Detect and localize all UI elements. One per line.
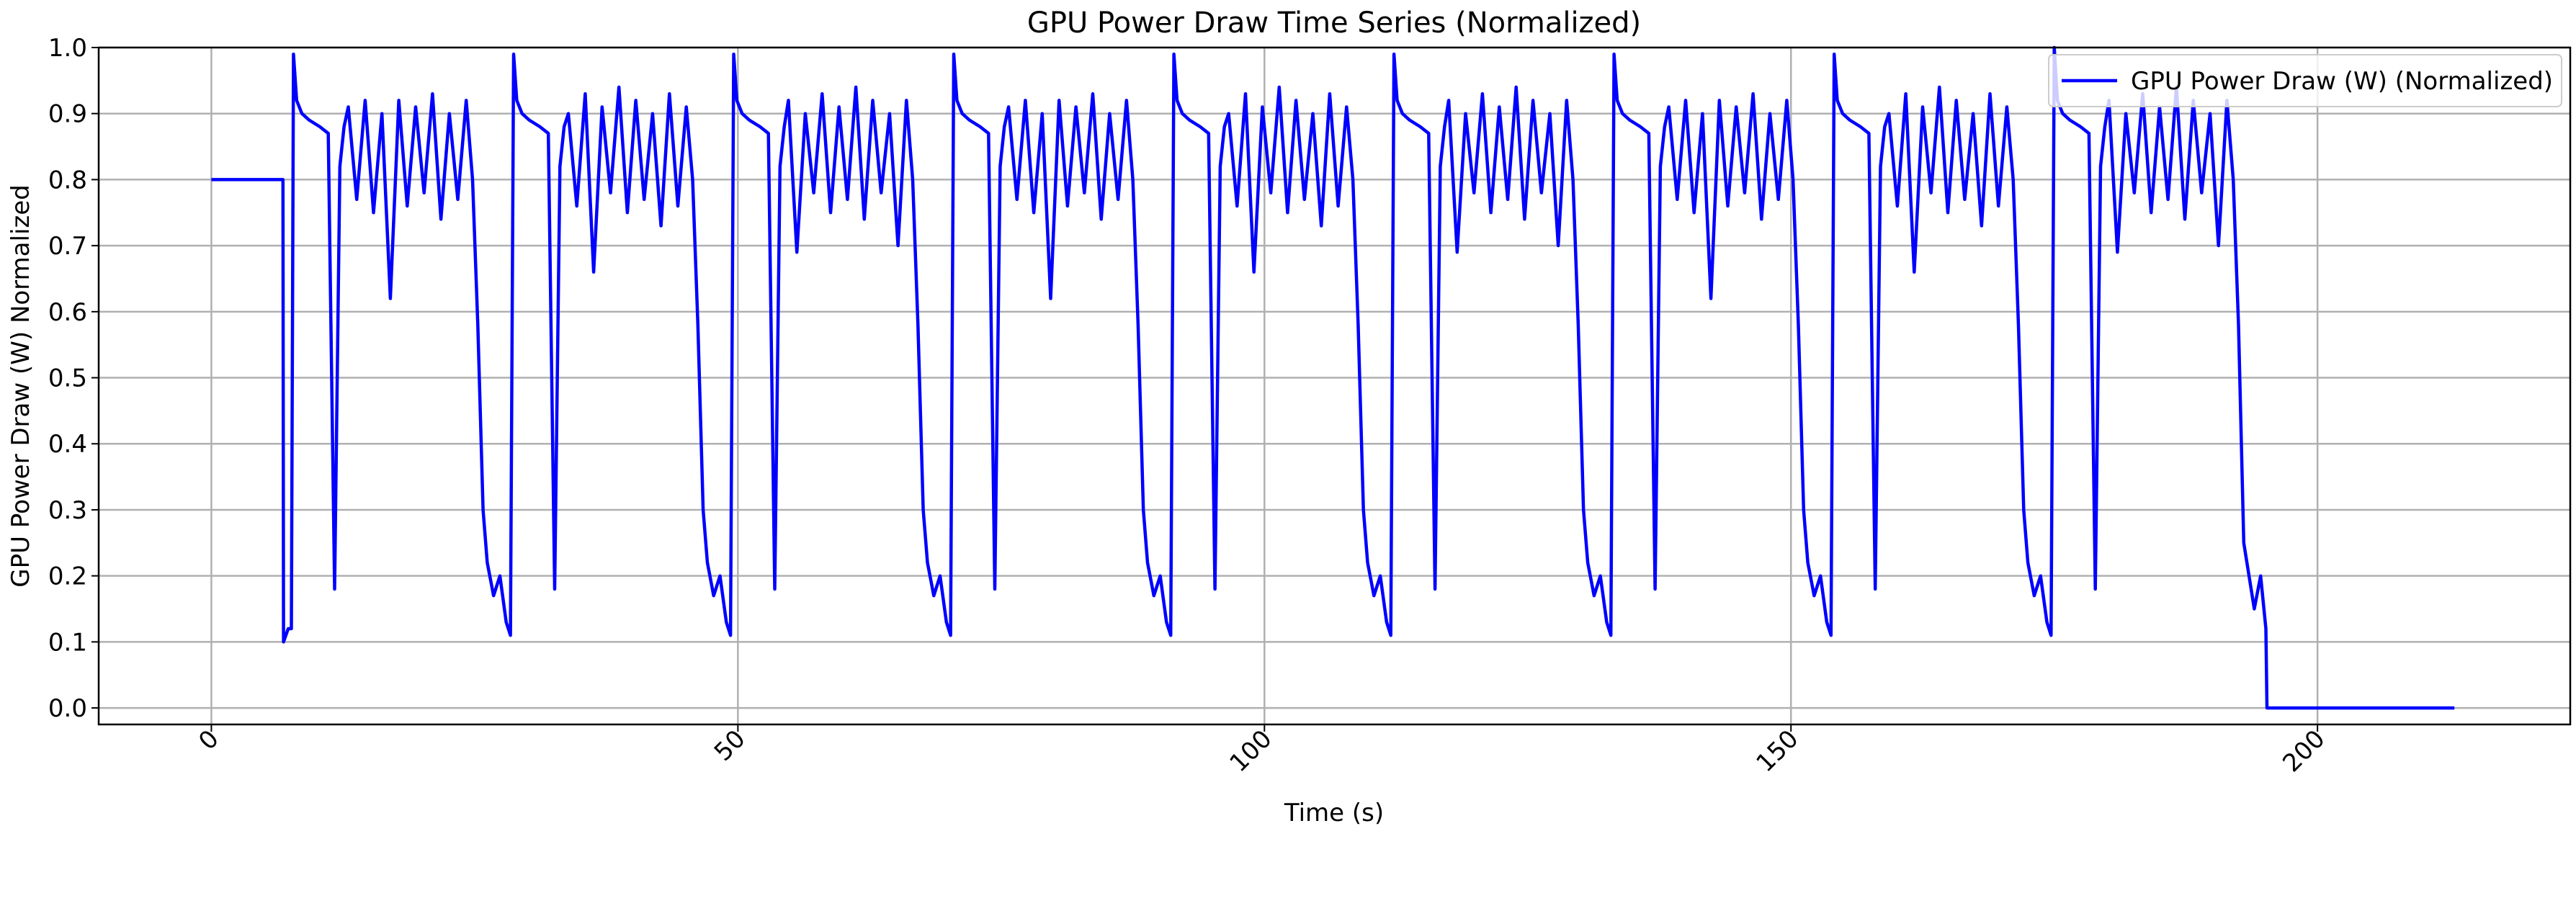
y-tick-label: 0.5 [48, 364, 87, 393]
legend-box [2048, 54, 2562, 107]
y-tick-label: 0.9 [48, 100, 87, 129]
data-line [211, 45, 2455, 710]
y-tick-label: 0.0 [48, 694, 87, 723]
y-axis-label: GPU Power Draw (W) Normalized [6, 184, 35, 588]
plot-frame [97, 46, 2572, 726]
x-tick-label: 100 [1224, 724, 1277, 778]
x-tick-label: 150 [1750, 724, 1804, 778]
legend: GPU Power Draw (W) (Normalized) [2048, 54, 2562, 107]
legend-label: GPU Power Draw (W) (Normalized) [2131, 67, 2553, 96]
x-tick-label: 0 [193, 724, 225, 756]
y-tick-label: 0.2 [48, 562, 87, 591]
y-tick-label: 1.0 [48, 34, 87, 63]
y-tick-label: 0.7 [48, 232, 87, 261]
y-tick-label: 0.4 [48, 430, 87, 459]
y-tick-label: 0.1 [48, 628, 87, 657]
y-tick-label: 0.6 [48, 298, 87, 327]
y-tick-label: 0.8 [48, 166, 87, 194]
x-tick-label: 200 [2277, 724, 2330, 778]
y-tick-label: 0.3 [48, 496, 87, 525]
x-tick-label: 50 [709, 724, 751, 767]
chart-title: GPU Power Draw Time Series (Normalized) [1027, 6, 1641, 40]
x-axis-label: Time (s) [1284, 799, 1384, 827]
